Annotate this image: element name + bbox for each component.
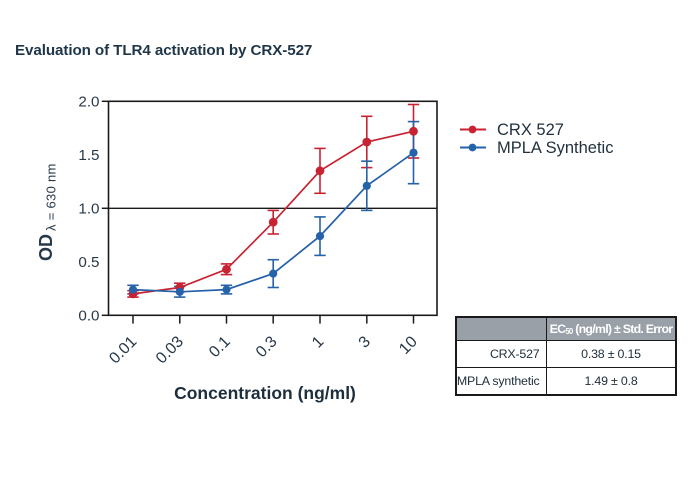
svg-text:0.1: 0.1: [206, 333, 234, 361]
svg-text:MPLA Synthetic: MPLA Synthetic: [497, 139, 613, 157]
svg-text:2.0: 2.0: [78, 94, 99, 111]
svg-text:3: 3: [356, 333, 374, 351]
svg-text:1.5: 1.5: [78, 147, 99, 164]
svg-text:0.3: 0.3: [253, 333, 281, 361]
svg-text:0.5: 0.5: [78, 254, 99, 271]
svg-text:ODλ = 630 nm: ODλ = 630 nm: [36, 163, 59, 261]
svg-text:CRX 527: CRX 527: [497, 121, 564, 139]
svg-text:10: 10: [396, 333, 421, 358]
svg-text:1: 1: [309, 333, 327, 351]
svg-text:0.03: 0.03: [153, 333, 187, 367]
svg-text:0.0: 0.0: [78, 308, 99, 325]
svg-text:0.01: 0.01: [106, 333, 140, 367]
svg-text:1.0: 1.0: [78, 201, 99, 218]
svg-text:Concentration (ng/ml): Concentration (ng/ml): [174, 383, 356, 403]
